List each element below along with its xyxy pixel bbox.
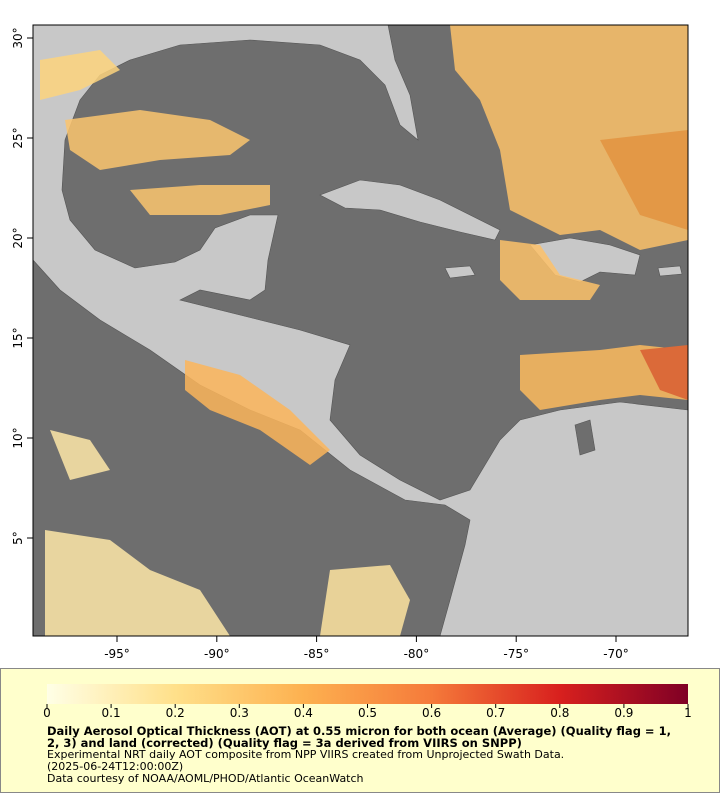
- caption: Daily Aerosol Optical Thickness (AOT) at…: [47, 725, 677, 785]
- x-tick-label: -95°: [104, 647, 130, 661]
- map: [33, 25, 688, 636]
- caption-line: Experimental NRT daily AOT composite fro…: [47, 748, 565, 761]
- map-frame: [32, 24, 689, 637]
- y-tick-label: 5°: [11, 531, 25, 545]
- aerosol-patches: [40, 25, 688, 636]
- colorbar-tick-label: 0.5: [358, 706, 377, 720]
- x-tick-label: -90°: [204, 647, 230, 661]
- colorbar-tick-label: 1: [684, 706, 692, 720]
- caption-line: Data courtesy of NOAA/AOML/PHOD/Atlantic…: [47, 772, 364, 785]
- y-tick-label: 10°: [11, 427, 25, 448]
- colorbar-tick-label: 0.7: [486, 706, 505, 720]
- y-tick-label: 30°: [11, 27, 25, 48]
- colorbar-tick-label: 0.2: [166, 706, 185, 720]
- colorbar-tick-label: 0.6: [422, 706, 441, 720]
- caption-title: Daily Aerosol Optical Thickness (AOT) at…: [47, 724, 671, 750]
- x-tick-label: -75°: [503, 647, 529, 661]
- y-tick-label: 25°: [11, 127, 25, 148]
- x-tick-label: -85°: [304, 647, 330, 661]
- colorbar-tick-label: 0.4: [294, 706, 313, 720]
- colorbar-tick-label: 0.8: [550, 706, 569, 720]
- caption-line: (2025-06-24T12:00:00Z): [47, 760, 184, 773]
- x-tick-label: -80°: [404, 647, 430, 661]
- colorbar: [47, 684, 688, 704]
- colorbar-tick-label: 0.9: [614, 706, 633, 720]
- x-tick-label: -70°: [603, 647, 629, 661]
- colorbar-tick-label: 0.3: [230, 706, 249, 720]
- colorbar-tick-label: 0: [43, 706, 51, 720]
- land: [33, 25, 688, 636]
- y-tick-label: 20°: [11, 227, 25, 248]
- y-tick-label: 15°: [11, 327, 25, 348]
- colorbar-tick-label: 0.1: [102, 706, 121, 720]
